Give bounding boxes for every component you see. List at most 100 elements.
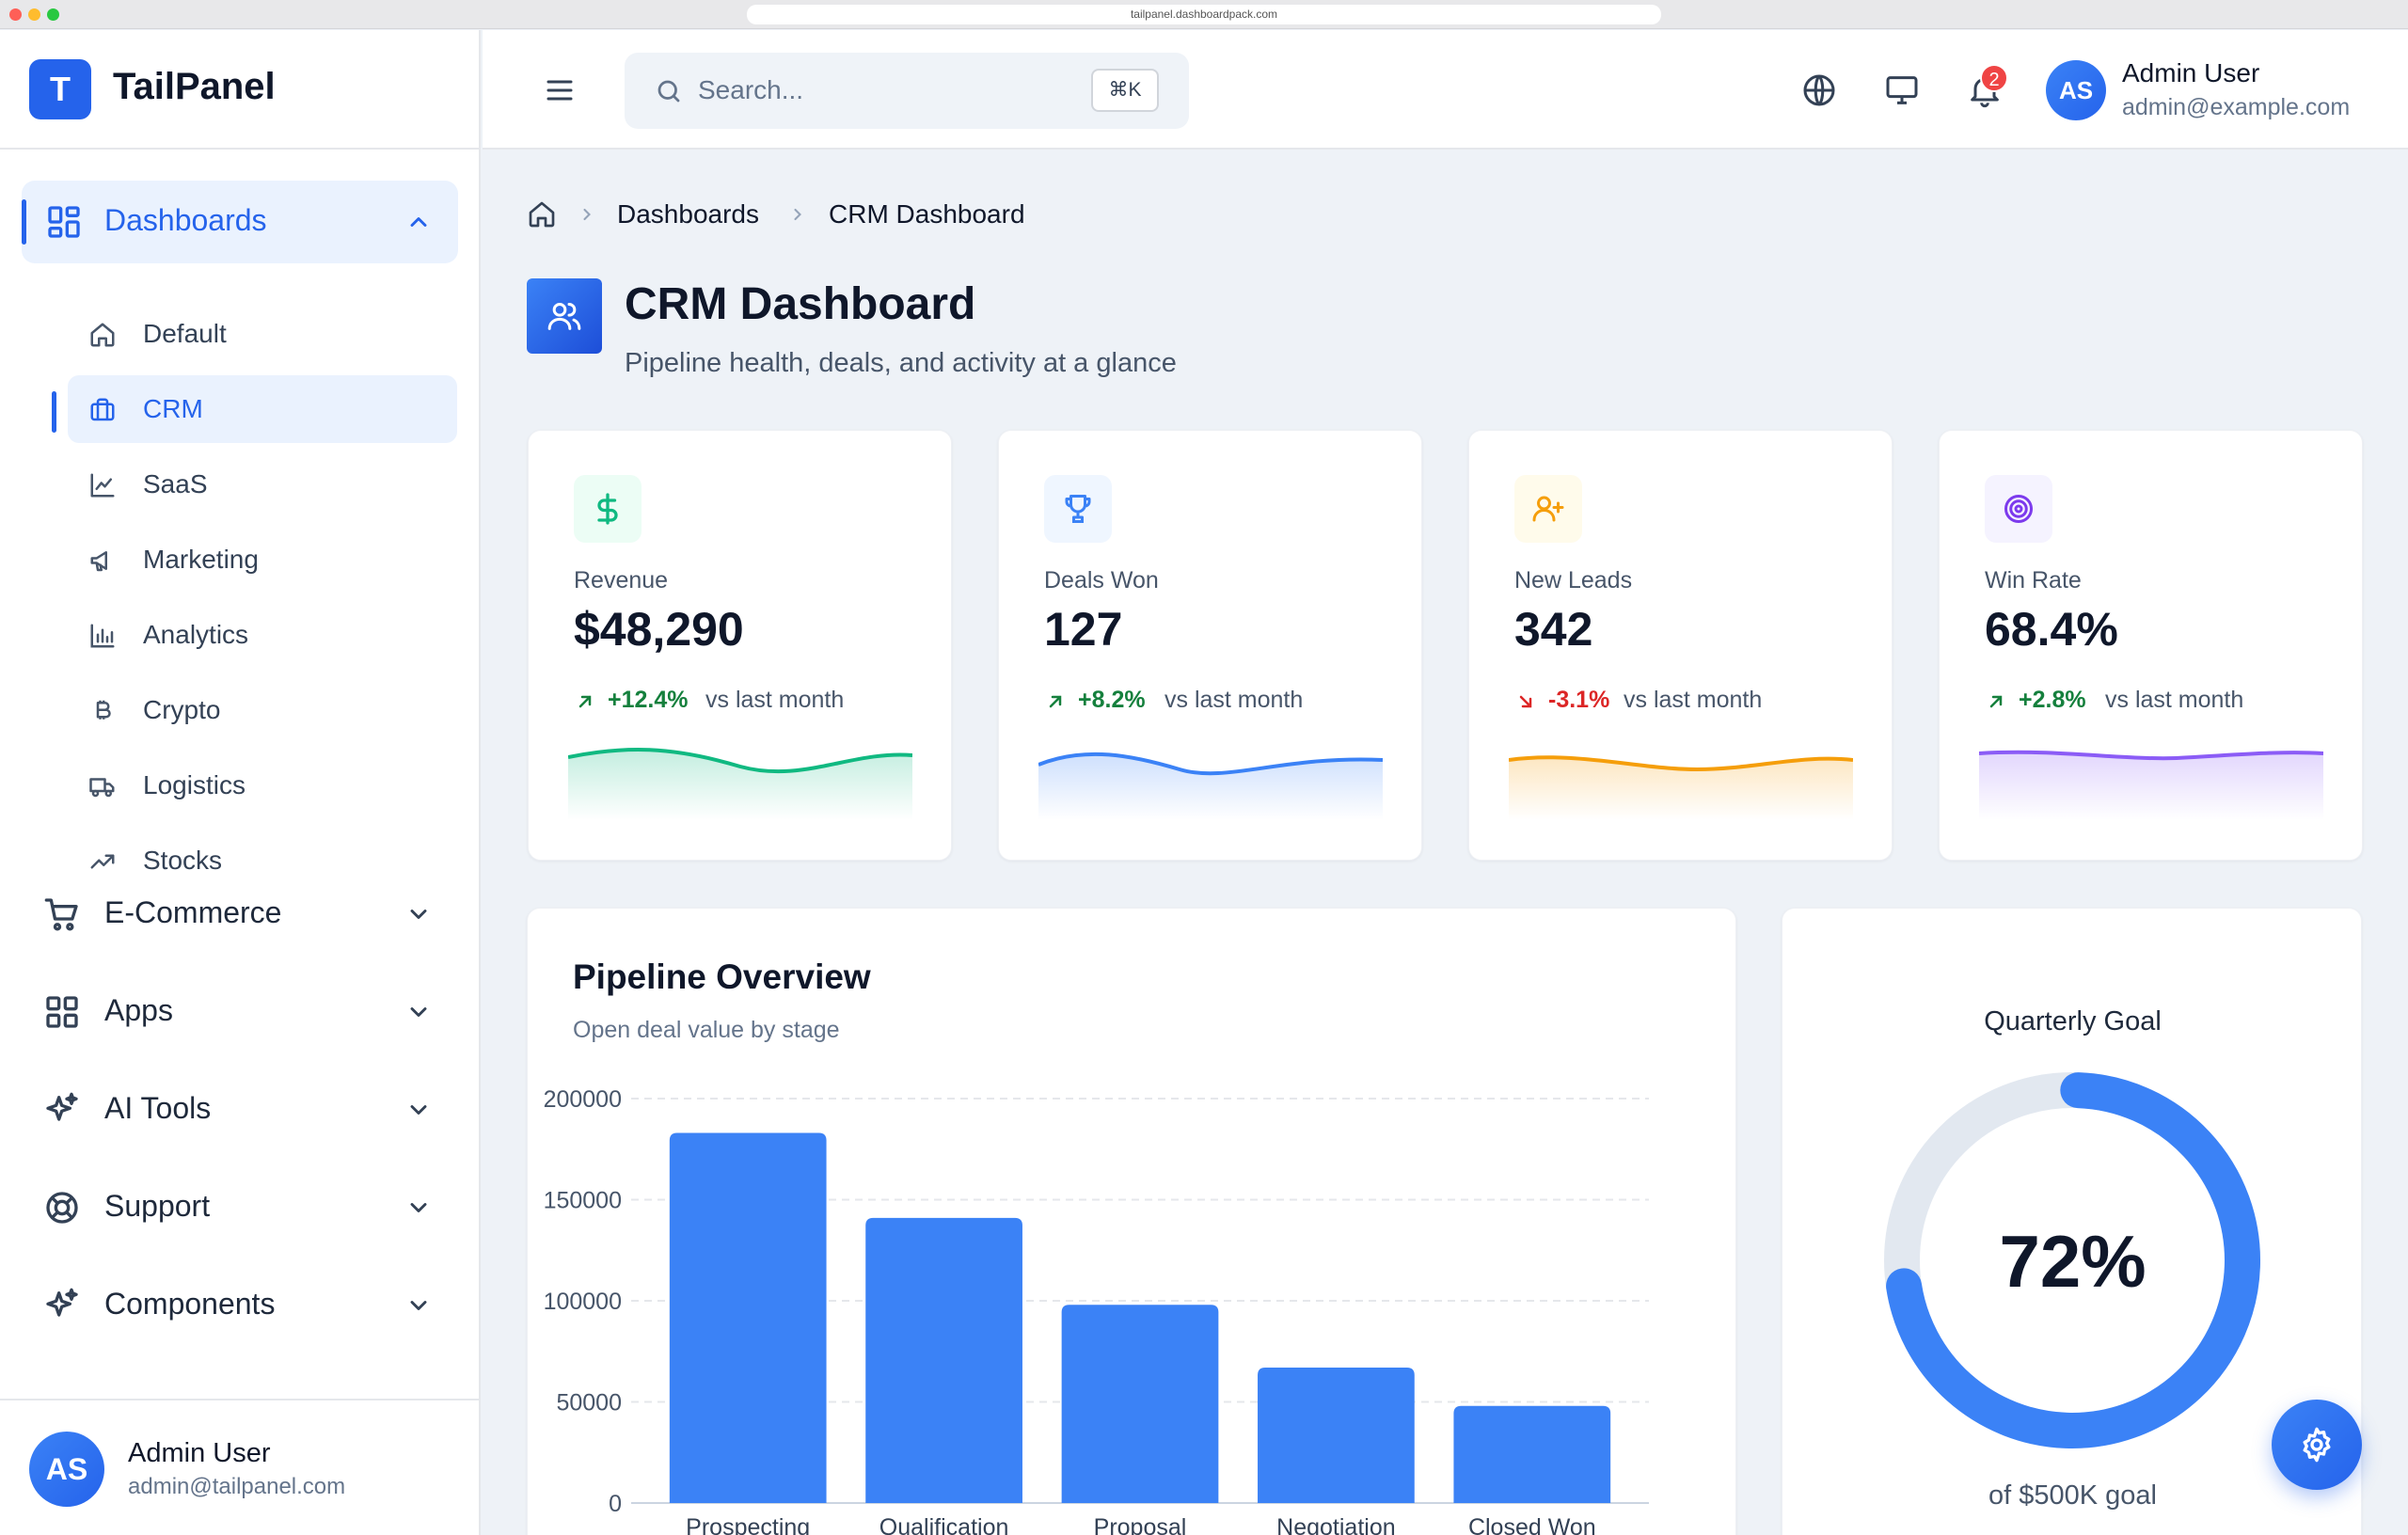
chart-subtitle: Open deal value by stage [573, 1017, 840, 1043]
search-box[interactable]: ⌘K [625, 53, 1189, 129]
trend-value: +12.4% [608, 687, 689, 713]
ring-progress [1884, 1072, 2260, 1448]
line-chart-icon [90, 473, 115, 498]
sidebar-item-label: SaaS [143, 469, 208, 498]
search-icon [657, 80, 680, 103]
sidebar-item-label: Stocks [143, 846, 223, 875]
avatar[interactable]: AS [2046, 60, 2106, 120]
bar[interactable] [865, 1217, 1022, 1503]
sidebar-item-crypto[interactable]: Crypto [68, 676, 457, 744]
sidebar-item-dashboards[interactable]: Dashboards [22, 181, 458, 263]
sidebar-item-support[interactable]: Support [22, 1174, 458, 1242]
x-tick-label: Prospecting [686, 1514, 810, 1535]
chevron-down-icon[interactable] [405, 1195, 432, 1221]
sidebar-item-label: E-Commerce [104, 895, 282, 929]
sidebar-item-marketing[interactable]: Marketing [68, 526, 457, 593]
stat-value: 127 [1044, 603, 1123, 656]
home-icon[interactable] [527, 199, 557, 229]
globe-icon[interactable] [1800, 71, 1838, 109]
user-name[interactable]: Admin User [2122, 58, 2260, 87]
sidebar-item-apps[interactable]: Apps [22, 978, 458, 1046]
sidebar-item-crm[interactable]: CRM [68, 375, 457, 443]
user-email: admin@example.com [2122, 94, 2351, 120]
stat-label: New Leads [1514, 567, 1633, 593]
chevron-right-icon [794, 208, 801, 221]
sidebar-item-default[interactable]: Default [68, 300, 457, 368]
stat-icon-wrap [574, 475, 642, 543]
user-plus-icon [1532, 496, 1564, 522]
x-tick-label: Proposal [1094, 1514, 1187, 1535]
goal-title: Quarterly Goal [1984, 1006, 2162, 1037]
bitcoin-icon [96, 700, 111, 720]
sidebar-item-label: Support [104, 1189, 211, 1223]
stat-card-new-leads[interactable]: New Leads 342 -3.1% vs last month [1468, 430, 1893, 861]
brand-logo: T [29, 59, 91, 119]
trend-value: +2.8% [2019, 687, 2086, 713]
sidebar-item-saas[interactable]: SaaS [68, 451, 457, 518]
hamburger-menu-icon[interactable] [543, 73, 577, 107]
sparkline [568, 747, 912, 820]
bar[interactable] [1061, 1305, 1219, 1503]
quarterly-goal-card: Quarterly Goal 72% of $500K goal [1782, 908, 2362, 1535]
x-tick-label: Qualification [879, 1514, 1009, 1535]
sidebar-item-label: Components [104, 1287, 276, 1321]
stat-icon-wrap [1514, 475, 1582, 543]
stat-card-revenue[interactable]: Revenue $48,290 +12.4% vs last month [528, 430, 952, 861]
browser-chrome: tailpanel.dashboardpack.com [0, 0, 2408, 29]
sidebar-item-label: Apps [104, 993, 173, 1027]
bar[interactable] [1453, 1405, 1611, 1503]
stat-card-win-rate[interactable]: Win Rate 68.4% +2.8% vs last month [1939, 430, 2363, 861]
bar[interactable] [1258, 1367, 1415, 1503]
search-input[interactable] [698, 71, 1074, 109]
stat-label: Deals Won [1044, 567, 1159, 593]
settings-fab[interactable] [2272, 1400, 2362, 1490]
briefcase-icon [90, 398, 115, 421]
sidebar-item-logistics[interactable]: Logistics [68, 752, 457, 819]
monitor-icon[interactable] [1883, 71, 1921, 109]
sidebar-item-ai-tools[interactable]: AI Tools [22, 1076, 458, 1144]
page-icon [527, 278, 602, 354]
y-tick-label: 50000 [556, 1390, 622, 1416]
sidebar-item-components[interactable]: Components [22, 1272, 458, 1339]
breadcrumb-current: CRM Dashboard [829, 199, 1025, 229]
chevron-down-icon[interactable] [405, 1097, 432, 1123]
sidebar: T TailPanel Dashboards Default CRM SaaS … [0, 30, 481, 1535]
stat-value: 342 [1514, 603, 1593, 656]
breadcrumb-dashboards[interactable]: Dashboards [617, 199, 759, 229]
y-tick-label: 0 [609, 1491, 622, 1517]
arrow-up-right-icon [578, 695, 592, 708]
sidebar-item-label: Analytics [143, 620, 249, 649]
user-name: Admin User [128, 1438, 271, 1468]
bar-chart-icon [90, 624, 115, 648]
dollar-icon [597, 493, 618, 525]
minimize-window-dot[interactable] [28, 8, 40, 21]
apps-grid-icon [46, 996, 78, 1028]
brand[interactable]: T TailPanel [0, 30, 479, 150]
chevron-down-icon[interactable] [405, 901, 432, 927]
sidebar-item-e-commerce[interactable]: E-Commerce [22, 880, 458, 948]
bar[interactable] [669, 1132, 827, 1503]
brand-name: TailPanel [113, 66, 276, 107]
sidebar-item-stocks[interactable]: Stocks [68, 827, 457, 894]
stat-icon-wrap [1044, 475, 1112, 543]
chevron-down-icon[interactable] [405, 999, 432, 1025]
page-subtitle: Pipeline health, deals, and activity at … [625, 348, 1177, 378]
sparkline [1509, 755, 1853, 820]
y-tick-label: 200000 [544, 1086, 622, 1113]
trend-value: +8.2% [1078, 687, 1146, 713]
chevron-down-icon[interactable] [405, 1292, 432, 1319]
sidebar-item-label: Crypto [143, 695, 221, 724]
sidebar-item-analytics[interactable]: Analytics [68, 601, 457, 669]
maximize-window-dot[interactable] [47, 8, 59, 21]
chevron-up-icon[interactable] [405, 209, 432, 235]
url-bar[interactable]: tailpanel.dashboardpack.com [747, 5, 1661, 24]
stat-label: Win Rate [1985, 567, 2082, 593]
chevron-right-icon [583, 208, 591, 221]
stat-card-deals-won[interactable]: Deals Won 127 +8.2% vs last month [998, 430, 1422, 861]
active-indicator [52, 391, 56, 433]
close-window-dot[interactable] [9, 8, 22, 21]
sidebar-user-profile[interactable]: AS Admin User admin@tailpanel.com [0, 1399, 479, 1535]
stat-value: $48,290 [574, 603, 744, 656]
search-shortcut: ⌘K [1091, 69, 1159, 112]
trend-note: vs last month [2105, 687, 2244, 713]
